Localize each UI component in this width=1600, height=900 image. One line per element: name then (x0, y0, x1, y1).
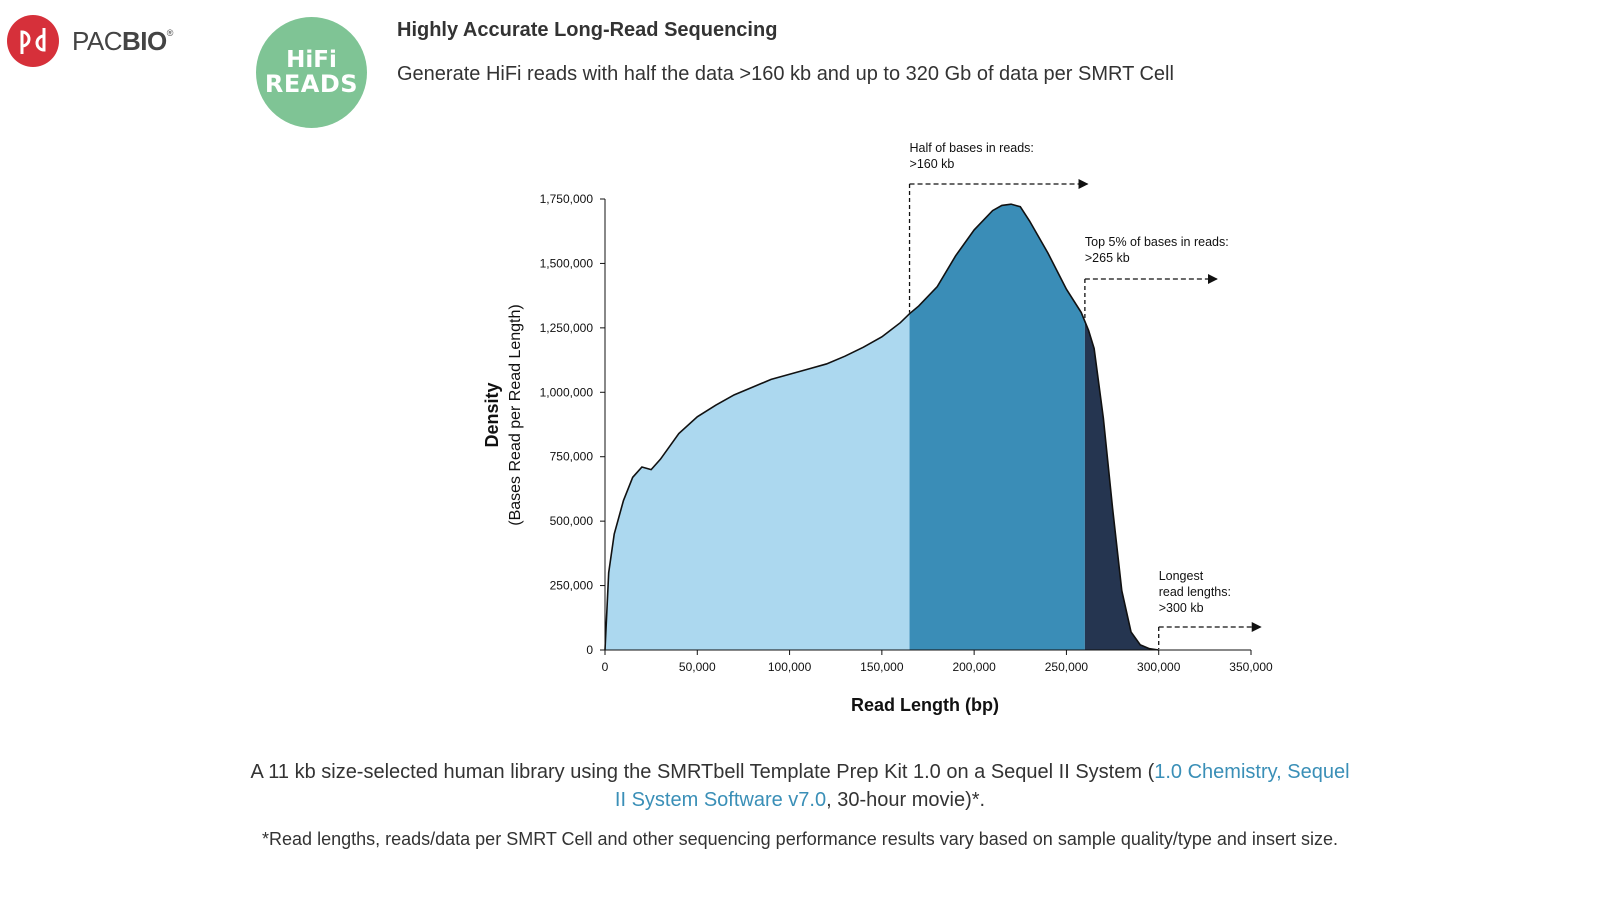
chemistry-software-link[interactable]: 1.0 Chemistry, Sequel II System Software… (614, 761, 1350, 811)
x-tick-label: 300,000 (1137, 660, 1181, 674)
y-tick-label: 0 (586, 643, 593, 657)
annotation-label: Top 5% of bases in reads: >265 kb (1085, 235, 1229, 265)
x-tick-label: 150,000 (860, 660, 904, 674)
y-tick-label: 1,000,000 (540, 385, 594, 399)
density-region-2 (909, 204, 1085, 650)
y-tick-label: 750,000 (550, 450, 594, 464)
footnote: *Read lengths, reads/data per SMRT Cell … (262, 829, 1338, 849)
y-tick-label: 1,750,000 (540, 192, 594, 206)
read-length-density-chart: 0 50,000 100,000 150,000 200,000 250,000 300,0… (482, 141, 1273, 715)
x-tick-label: 350,000 (1229, 660, 1273, 674)
x-tick-label: 100,000 (768, 660, 812, 674)
x-tick-label: 250,000 (1045, 660, 1089, 674)
density-region-3 (1084, 321, 1159, 650)
density-outline (604, 203, 1159, 651)
x-axis-label: Read Length (bp) (851, 695, 999, 715)
y-tick-label: 500,000 (550, 514, 594, 528)
annotation-label: Longest read lengths: >300 kb (1159, 569, 1231, 615)
y-tick-label: 1,500,000 (540, 256, 594, 270)
brand-logo: PACBIO® (6, 14, 173, 68)
y-tick-label: 1,250,000 (540, 321, 594, 335)
x-tick-label: 50,000 (679, 660, 716, 674)
density-region-1 (605, 313, 910, 650)
x-tick-label: 0 (602, 660, 609, 674)
annotation-label: Half of bases in reads: >160 kb (910, 141, 1034, 171)
y-tick-label: 250,000 (550, 579, 594, 593)
chart-caption: A 11 kb size-selected human library usin… (250, 761, 1350, 811)
page-title: Highly Accurate Long-Read Sequencing (397, 19, 778, 41)
y-axis-label: Density (482, 382, 502, 447)
badge-line-2: READS (264, 69, 359, 98)
pacbio-logo-icon (7, 15, 59, 67)
x-tick-label: 200,000 (952, 660, 996, 674)
badge-line-1: HiFi (286, 46, 337, 73)
brand-name: PACBIO® (72, 25, 173, 56)
page-subtitle: Generate HiFi reads with half the data >… (397, 63, 1174, 85)
hifi-reads-badge: HiFi READS (256, 17, 367, 128)
y-axis-sublabel: (Bases Read per Read Length) (507, 304, 524, 525)
